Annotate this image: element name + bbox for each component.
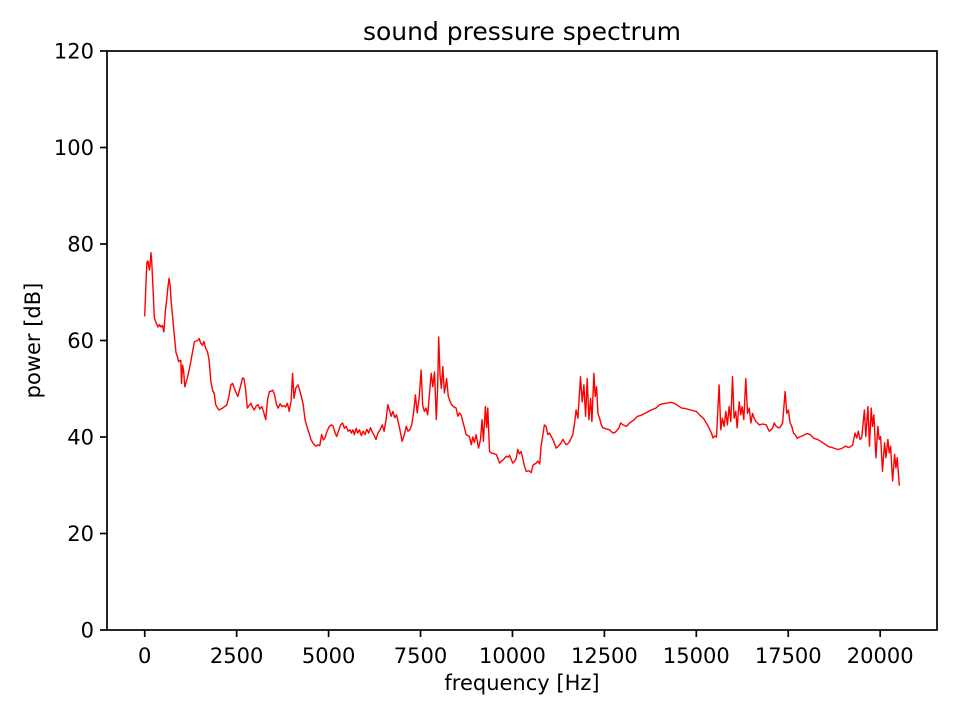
y-tick-label: 0 — [81, 619, 94, 643]
plot-generated-group: 0 2500 5000 7500 10000 12500 15000 17500 20000 0 2… — [54, 40, 938, 668]
x-tick-label: 17500 — [755, 644, 822, 668]
x-tick-label: 15000 — [663, 644, 730, 668]
y-tick-label: 20 — [67, 522, 94, 546]
x-tick-label: 7500 — [394, 644, 447, 668]
chart-title: sound pressure spectrum — [363, 17, 681, 46]
y-tick-label: 100 — [54, 136, 94, 160]
x-tick-label: 2500 — [210, 644, 263, 668]
x-tick-label: 5000 — [302, 644, 355, 668]
x-tick-label: 10000 — [479, 644, 546, 668]
y-axis-label: power [dB] — [21, 283, 45, 399]
y-tick-label: 80 — [67, 233, 94, 257]
x-tick-label: 0 — [138, 644, 151, 668]
x-tick-label: 20000 — [847, 644, 914, 668]
y-tick-label: 60 — [67, 329, 94, 353]
plot-area — [107, 51, 937, 630]
x-tick-label: 12500 — [571, 644, 638, 668]
y-tick-label: 120 — [54, 40, 94, 64]
axes-spines — [106, 50, 938, 631]
x-axis-label: frequency [Hz] — [444, 671, 599, 695]
spectrum-line — [144, 251, 900, 486]
y-tick-label: 40 — [67, 426, 94, 450]
